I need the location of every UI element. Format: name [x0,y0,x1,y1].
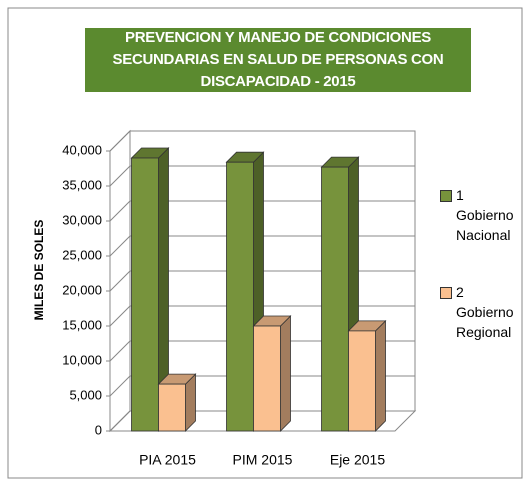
bar-side [375,319,386,432]
y-tick-label: 10,000 [62,352,102,367]
legend-item: 1 Gobierno Nacional [440,185,525,245]
grid-line [109,235,131,257]
x-tick-label: Eje 2015 [330,452,385,468]
grid-line [109,375,131,397]
x-tick-label: PIM 2015 [233,452,293,468]
grid-line [109,130,131,152]
bar [253,325,281,432]
bar [226,161,254,432]
chart-border [7,7,523,479]
grid-line [109,200,131,222]
legend-item: 2 Gobierno Regional [440,282,525,342]
legend-swatch [440,190,452,202]
grid-line [109,340,131,362]
y-tick-label: 35,000 [62,177,102,192]
chart-title: PREVENCION Y MANEJO DE CONDICIONES SECUN… [85,28,471,92]
x-tick-label: PIA 2015 [139,452,196,468]
legend-label: 2 Gobierno Regional [456,284,514,340]
bar [131,157,159,432]
y-tick-label: 15,000 [62,317,102,332]
y-tick-label: 30,000 [62,212,102,227]
y-axis-label: MILES DE SOLES [32,220,46,321]
y-tick-label: 40,000 [62,142,102,157]
y-tick-label: 25,000 [62,247,102,262]
grid-line [109,410,131,432]
y-tick-label: 5,000 [69,387,102,402]
y-tick-label: 0 [95,422,102,437]
legend-label: 1 Gobierno Nacional [456,187,514,243]
legend-swatch [440,287,452,299]
bar-side [280,315,291,432]
grid-line [109,165,131,187]
bar [158,383,186,432]
grid-line [109,305,131,327]
grid-line [109,270,131,292]
bar [321,166,349,432]
y-tick-label: 20,000 [62,282,102,297]
bar [348,330,376,432]
